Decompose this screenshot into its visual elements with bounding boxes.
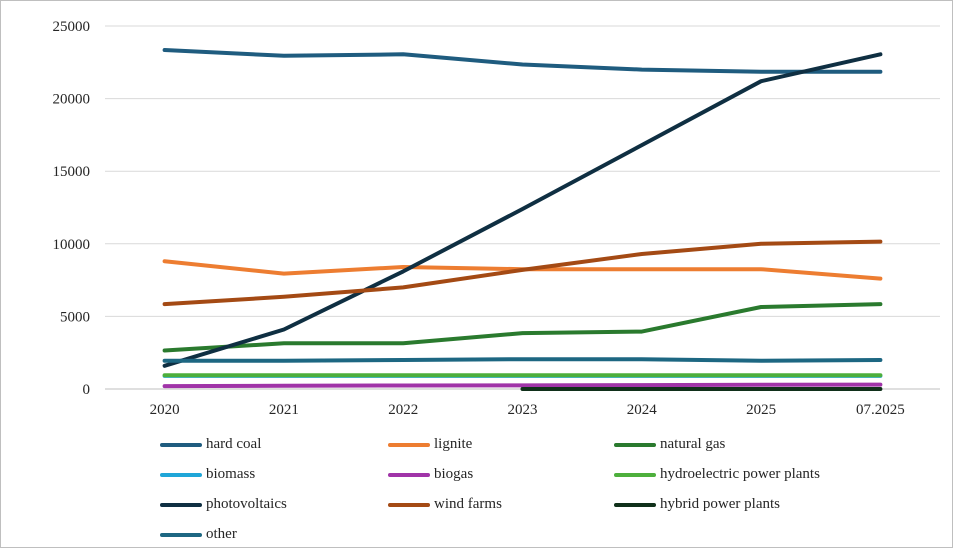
legend-label: biogas (434, 466, 474, 482)
y-tick-label: 20000 (53, 92, 91, 108)
y-axis-ticks: 0 5000 10000 15000 20000 25000 (53, 19, 91, 398)
series-line-wind-farms (162, 239, 883, 307)
x-tick-label: 2025 (746, 402, 776, 418)
legend-swatch (614, 442, 656, 447)
legend-label: photovoltaics (206, 496, 287, 512)
legend-item: hybrid power plants (614, 496, 780, 513)
series-line-photovoltaics (162, 52, 883, 368)
legend-swatch (388, 442, 430, 447)
legend-item: hydroelectric power plants (614, 466, 820, 483)
legend-item: natural gas (614, 436, 725, 453)
legend-label: other (206, 526, 237, 542)
legend-item: wind farms (388, 496, 502, 513)
series-lines (162, 48, 883, 391)
y-tick-label: 5000 (60, 309, 90, 325)
legend-swatch (614, 472, 656, 477)
x-tick-label: 2021 (269, 402, 299, 418)
x-tick-label: 07.2025 (856, 402, 905, 418)
legend-swatch (160, 472, 202, 477)
legend-label: hard coal (206, 436, 262, 452)
legend-label: natural gas (660, 436, 726, 452)
legend-swatch (160, 442, 202, 447)
series-line-natural-gas (162, 302, 883, 353)
y-tick-label: 15000 (53, 164, 91, 180)
x-tick-label: 2020 (150, 402, 180, 418)
y-tick-label: 0 (83, 382, 91, 398)
y-tick-label: 10000 (53, 237, 91, 253)
legend-swatch (160, 502, 202, 507)
legend-item: biogas (388, 466, 473, 483)
legend-swatch (388, 472, 430, 477)
legend-item: hard coal (160, 436, 261, 453)
y-tick-label: 25000 (53, 19, 91, 35)
series-line-other (162, 357, 883, 363)
legend-swatch (160, 532, 202, 537)
legend-item: other (160, 526, 237, 543)
legend-swatch (388, 502, 430, 507)
legend-swatch (614, 502, 656, 507)
legend-item: biomass (160, 466, 255, 483)
legend-label: hydroelectric power plants (660, 466, 820, 482)
series-line-biogas (162, 382, 883, 389)
x-tick-label: 2024 (627, 402, 658, 418)
legend-label: wind farms (434, 496, 502, 512)
legend-label: lignite (434, 436, 473, 452)
legend-label: biomass (206, 466, 256, 482)
legend-item: lignite (388, 436, 472, 453)
series-line-hard-coal (162, 48, 883, 74)
x-axis-ticks: 2020 2021 2022 2023 2024 2025 07.2025 (150, 402, 905, 418)
x-tick-label: 2023 (508, 402, 538, 418)
x-tick-label: 2022 (388, 402, 418, 418)
legend-item: photovoltaics (160, 496, 287, 513)
legend-label: hybrid power plants (660, 496, 780, 512)
